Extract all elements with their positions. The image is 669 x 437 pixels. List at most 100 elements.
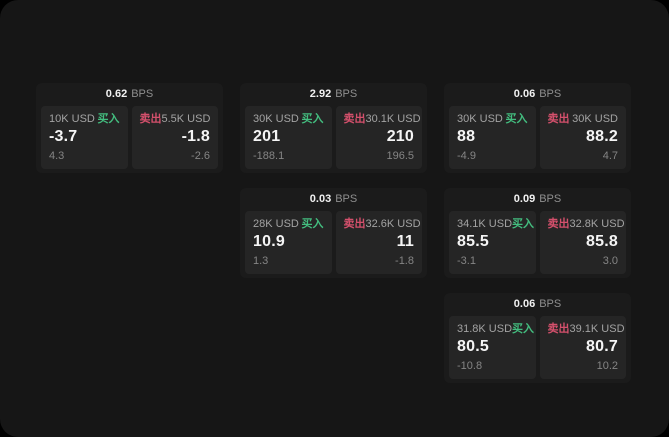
buy-side-label: 买入 xyxy=(512,323,535,335)
sell-price: -1.8 xyxy=(181,128,210,145)
sell-quote-panel[interactable]: 卖出 32.8K USD 85.8 3.0 xyxy=(539,211,626,274)
sell-panel-header: 卖出 39.1K USD xyxy=(547,323,625,335)
sell-panel-header: 卖出 32.6K USD xyxy=(343,218,421,230)
buy-quote-panel[interactable]: 30K USD 买入 201 -188.1 xyxy=(245,106,332,169)
buy-side-label: 买入 xyxy=(97,113,120,125)
buy-notional: 10K USD xyxy=(49,113,95,125)
buy-quote-panel[interactable]: 28K USD 买入 10.9 1.3 xyxy=(245,211,332,274)
quote-card: 2.92 BPS 30K USD 买入 201 -188.1 卖出 30.1K … xyxy=(240,83,427,173)
quote-panels: 28K USD 买入 10.9 1.3 卖出 32.6K USD 11 -1.8 xyxy=(245,211,422,274)
sell-side-label: 卖出 xyxy=(139,113,162,125)
quote-panels: 31.8K USD 买入 80.5 -10.8 卖出 39.1K USD 80.… xyxy=(449,316,626,379)
buy-panel-header: 10K USD 买入 xyxy=(49,114,120,125)
buy-side-label: 买入 xyxy=(505,113,528,125)
card-header: 0.62 BPS xyxy=(36,83,223,106)
sell-panel-header: 卖出 30K USD xyxy=(548,114,619,125)
buy-delta: 1.3 xyxy=(253,255,269,267)
sell-price: 80.7 xyxy=(586,338,618,355)
sell-side-label: 卖出 xyxy=(547,113,570,125)
bps-unit-label: BPS xyxy=(335,193,358,205)
buy-panel-header: 28K USD 买入 xyxy=(253,219,324,230)
sell-quote-panel[interactable]: 卖出 5.5K USD -1.8 -2.6 xyxy=(131,106,218,169)
bps-unit-label: BPS xyxy=(539,193,562,205)
quote-card: 0.03 BPS 28K USD 买入 10.9 1.3 卖出 32.6K US… xyxy=(240,188,427,278)
sell-quote-panel[interactable]: 卖出 39.1K USD 80.7 10.2 xyxy=(539,316,626,379)
sell-side-label: 卖出 xyxy=(547,323,570,335)
buy-price: 88 xyxy=(457,128,476,145)
bps-unit-label: BPS xyxy=(335,88,358,100)
buy-delta: -4.9 xyxy=(457,150,476,162)
bps-value: 0.09 xyxy=(513,193,536,205)
quotes-grid: 0.62 BPS 10K USD 买入 -3.7 4.3 卖出 5.5K USD xyxy=(36,83,631,383)
buy-delta: -188.1 xyxy=(253,150,285,162)
buy-price: 80.5 xyxy=(457,338,489,355)
buy-notional: 31.8K USD xyxy=(457,323,513,335)
buy-side-label: 买入 xyxy=(301,218,324,230)
sell-delta: 4.7 xyxy=(602,150,618,162)
bps-unit-label: BPS xyxy=(539,298,562,310)
sell-notional: 32.8K USD xyxy=(569,218,625,230)
sell-panel-header: 卖出 5.5K USD xyxy=(140,114,211,125)
bps-value: 0.06 xyxy=(513,298,536,310)
buy-price: 85.5 xyxy=(457,233,489,250)
quote-card: 0.06 BPS 31.8K USD 买入 80.5 -10.8 卖出 39.1… xyxy=(444,293,631,383)
quote-card: 0.62 BPS 10K USD 买入 -3.7 4.3 卖出 5.5K USD xyxy=(36,83,223,173)
sell-side-label: 卖出 xyxy=(343,218,366,230)
bps-value: 2.92 xyxy=(309,88,332,100)
bps-value: 0.06 xyxy=(513,88,536,100)
buy-delta: -10.8 xyxy=(457,360,483,372)
buy-panel-header: 30K USD 买入 xyxy=(457,114,528,125)
buy-price: -3.7 xyxy=(49,128,78,145)
sell-quote-panel[interactable]: 卖出 30K USD 88.2 4.7 xyxy=(539,106,626,169)
quote-card: 0.09 BPS 34.1K USD 买入 85.5 -3.1 卖出 32.8K… xyxy=(444,188,631,278)
sell-price: 11 xyxy=(396,233,414,250)
sell-delta: 3.0 xyxy=(602,255,618,267)
quote-panels: 34.1K USD 买入 85.5 -3.1 卖出 32.8K USD 85.8… xyxy=(449,211,626,274)
sell-notional: 30K USD xyxy=(572,113,618,125)
buy-delta: 4.3 xyxy=(49,150,65,162)
sell-delta: -1.8 xyxy=(395,255,414,267)
sell-quote-panel[interactable]: 卖出 32.6K USD 11 -1.8 xyxy=(335,211,422,274)
card-header: 0.06 BPS xyxy=(444,83,631,106)
quote-card: 0.06 BPS 30K USD 买入 88 -4.9 卖出 30K USD xyxy=(444,83,631,173)
quote-panels: 30K USD 买入 88 -4.9 卖出 30K USD 88.2 4.7 xyxy=(449,106,626,169)
sell-side-label: 卖出 xyxy=(343,113,366,125)
buy-panel-header: 34.1K USD 买入 xyxy=(457,218,534,230)
sell-quote-panel[interactable]: 卖出 30.1K USD 210 196.5 xyxy=(335,106,422,169)
buy-quote-panel[interactable]: 10K USD 买入 -3.7 4.3 xyxy=(41,106,128,169)
sell-side-label: 卖出 xyxy=(547,218,570,230)
buy-quote-panel[interactable]: 34.1K USD 买入 85.5 -3.1 xyxy=(449,211,536,274)
sell-panel-header: 卖出 30.1K USD xyxy=(343,113,421,125)
buy-price: 10.9 xyxy=(253,233,285,250)
buy-delta: -3.1 xyxy=(457,255,476,267)
buy-price: 201 xyxy=(253,128,281,145)
buy-side-label: 买入 xyxy=(512,218,535,230)
sell-price: 85.8 xyxy=(586,233,618,250)
sell-notional: 5.5K USD xyxy=(161,113,211,125)
buy-quote-panel[interactable]: 31.8K USD 买入 80.5 -10.8 xyxy=(449,316,536,379)
sell-delta: -2.6 xyxy=(191,150,210,162)
quote-panels: 10K USD 买入 -3.7 4.3 卖出 5.5K USD -1.8 -2.… xyxy=(41,106,218,169)
card-header: 0.09 BPS xyxy=(444,188,631,211)
card-header: 2.92 BPS xyxy=(240,83,427,106)
bps-value: 0.62 xyxy=(105,88,128,100)
sell-price: 88.2 xyxy=(586,128,618,145)
buy-quote-panel[interactable]: 30K USD 买入 88 -4.9 xyxy=(449,106,536,169)
bps-value: 0.03 xyxy=(309,193,332,205)
card-header: 0.06 BPS xyxy=(444,293,631,316)
sell-panel-header: 卖出 32.8K USD xyxy=(547,218,625,230)
buy-notional: 34.1K USD xyxy=(457,218,513,230)
sell-price: 210 xyxy=(386,128,414,145)
buy-notional: 28K USD xyxy=(253,218,299,230)
buy-side-label: 买入 xyxy=(301,113,324,125)
bps-unit-label: BPS xyxy=(539,88,562,100)
sell-notional: 39.1K USD xyxy=(569,323,625,335)
sell-notional: 30.1K USD xyxy=(365,113,421,125)
sell-notional: 32.6K USD xyxy=(365,218,421,230)
quote-panels: 30K USD 买入 201 -188.1 卖出 30.1K USD 210 1… xyxy=(245,106,422,169)
card-header: 0.03 BPS xyxy=(240,188,427,211)
buy-notional: 30K USD xyxy=(253,113,299,125)
buy-panel-header: 31.8K USD 买入 xyxy=(457,323,534,335)
buy-panel-header: 30K USD 买入 xyxy=(253,114,324,125)
